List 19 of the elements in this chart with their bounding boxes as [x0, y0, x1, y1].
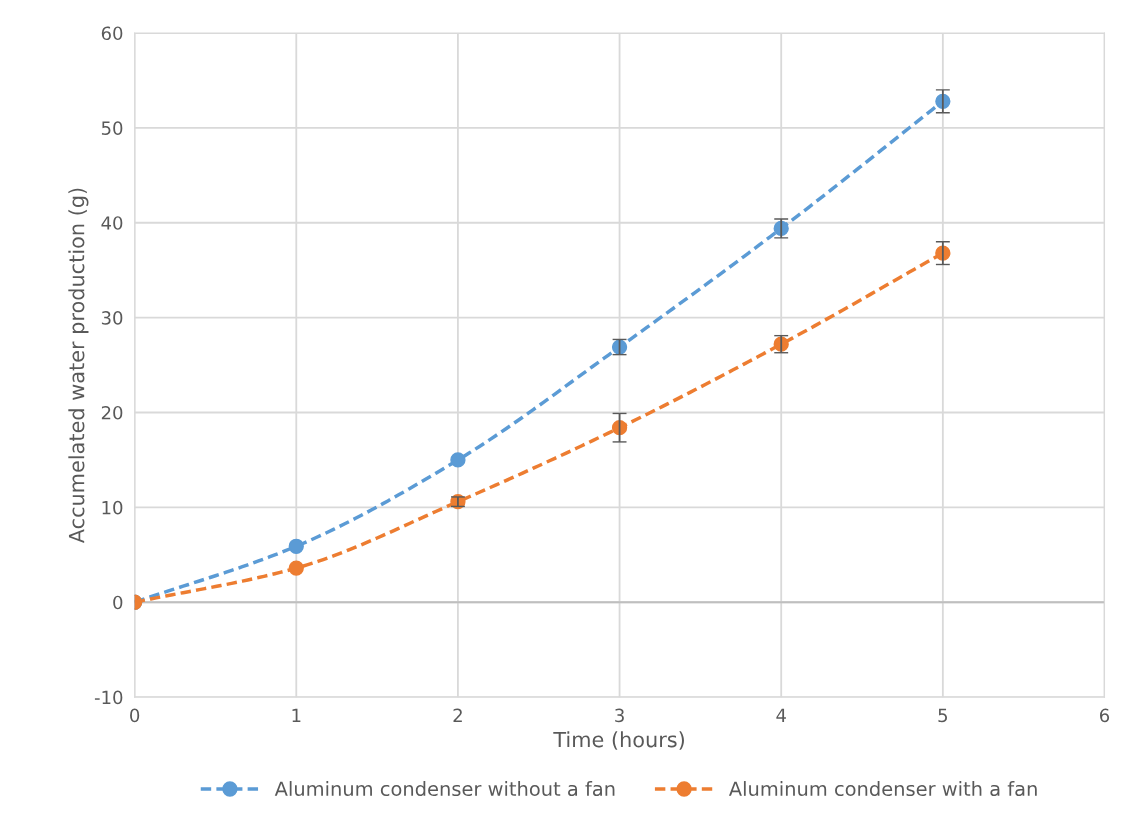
y-tick-label: 40: [101, 216, 123, 230]
x-tick-label: 4: [776, 708, 786, 722]
y-tick-label: -10: [94, 690, 123, 705]
y-axis-title: Accumelated water production (g): [68, 188, 89, 544]
y-tick-label: 30: [101, 311, 123, 325]
x-tick-label: 0: [130, 708, 140, 723]
x-tick-label: 5: [938, 708, 948, 723]
x-tick-label: 2: [453, 708, 462, 722]
y-tick-label: 60: [101, 26, 123, 41]
y-tick-label: 20: [101, 405, 123, 420]
y-tick-label: 0: [113, 595, 123, 610]
x-axis-title: Time (hours): [553, 731, 684, 750]
legend-label: Aluminum condenser with a fan: [728, 781, 1037, 797]
x-tick-label: 3: [615, 708, 624, 723]
y-tick-label: 50: [101, 121, 123, 135]
x-tick-label: 1: [292, 708, 301, 722]
y-tick-label: 10: [102, 500, 123, 515]
x-tick-label: 6: [1100, 708, 1110, 723]
legend-label: Aluminum condenser without a fan: [274, 781, 615, 797]
